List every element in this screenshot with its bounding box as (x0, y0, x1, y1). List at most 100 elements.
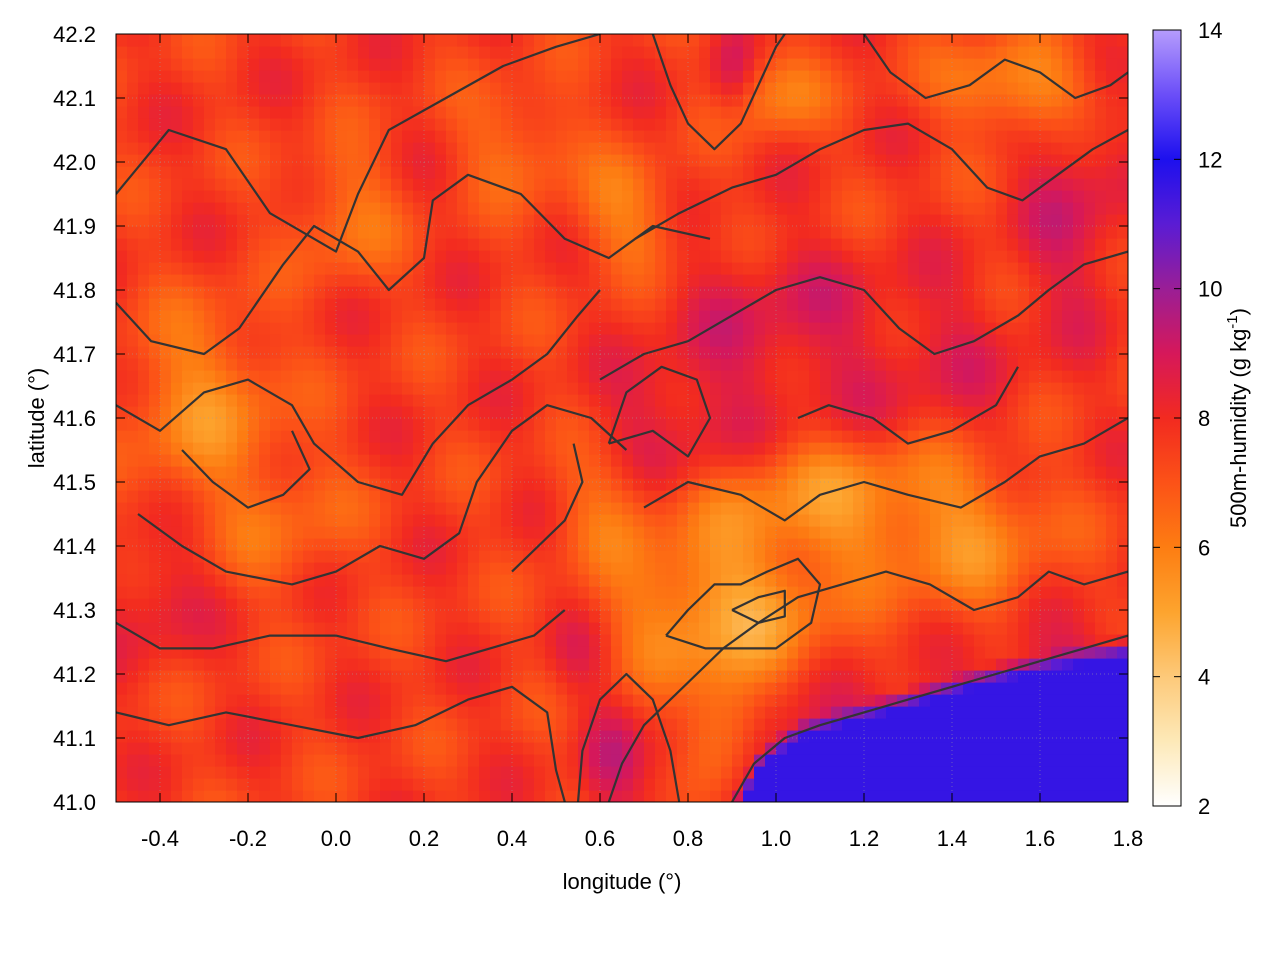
heatmap-cell (820, 370, 832, 383)
heatmap-cell (864, 514, 876, 527)
heatmap-cell (193, 562, 205, 575)
heatmap-cell (556, 382, 568, 395)
heatmap-cell (358, 706, 370, 719)
heatmap-cell (743, 358, 755, 371)
heatmap-cell (787, 538, 799, 551)
heatmap-cell (886, 178, 898, 191)
heatmap-cell (490, 718, 502, 731)
heatmap-cell (281, 514, 293, 527)
heatmap-cell (380, 226, 392, 239)
heatmap-cell (270, 586, 282, 599)
heatmap-cell (171, 574, 183, 587)
heatmap-cell (1007, 202, 1019, 215)
heatmap-cell (138, 190, 150, 203)
heatmap-cell (402, 142, 414, 155)
heatmap-cell (1007, 238, 1019, 251)
heatmap-cell (875, 382, 887, 395)
heatmap-cell (314, 706, 326, 719)
heatmap-cell (600, 778, 612, 791)
heatmap-cell (600, 730, 612, 743)
heatmap-cell (226, 334, 238, 347)
heatmap-cell (721, 382, 733, 395)
heatmap-cell (1117, 238, 1128, 251)
heatmap-cell (1029, 346, 1041, 359)
heatmap-cell (193, 226, 205, 239)
heatmap-cell (303, 598, 315, 611)
heatmap-cell (1062, 298, 1074, 311)
heatmap-cell (226, 646, 238, 659)
heatmap-cell (611, 394, 623, 407)
heatmap-cell (798, 394, 810, 407)
heatmap-cell (556, 310, 568, 323)
heatmap-cell (655, 166, 667, 179)
heatmap-cell (952, 742, 964, 755)
heatmap-cell (644, 502, 656, 515)
heatmap-cell (908, 646, 920, 659)
heatmap-cell (930, 262, 942, 275)
heatmap-cell (248, 790, 260, 802)
heatmap-cell (721, 610, 733, 623)
heatmap-cell (589, 778, 601, 791)
heatmap-cell (380, 370, 392, 383)
heatmap-cell (732, 562, 744, 575)
heatmap-cell (611, 790, 623, 802)
heatmap-cell (941, 574, 953, 587)
heatmap-cell (809, 334, 821, 347)
heatmap-cell (336, 790, 348, 802)
heatmap-cell (127, 490, 139, 503)
heatmap-cell (1084, 790, 1096, 802)
heatmap-cell (545, 754, 557, 767)
heatmap-cell (325, 298, 337, 311)
heatmap-cell (985, 310, 997, 323)
heatmap-cell (160, 238, 172, 251)
heatmap-cell (457, 454, 469, 467)
heatmap-cell (160, 694, 172, 707)
heatmap-cell (479, 538, 491, 551)
heatmap-cell (215, 502, 227, 515)
heatmap-cell (523, 250, 535, 263)
heatmap-cell (182, 730, 194, 743)
heatmap-cell (897, 202, 909, 215)
heatmap-cell (138, 238, 150, 251)
heatmap-cell (501, 358, 513, 371)
heatmap-cell (468, 706, 480, 719)
heatmap-cell (765, 154, 777, 167)
heatmap-cell (1106, 562, 1118, 575)
heatmap-cell (1106, 622, 1118, 635)
heatmap-cell (336, 742, 348, 755)
heatmap-cell (732, 298, 744, 311)
heatmap-cell (963, 598, 975, 611)
heatmap-cell (160, 142, 172, 155)
heatmap-cell (534, 214, 546, 227)
heatmap-cell (864, 274, 876, 287)
heatmap-cell (127, 334, 139, 347)
heatmap-cell (820, 634, 832, 647)
heatmap-cell (919, 226, 931, 239)
heatmap-cell (270, 718, 282, 731)
heatmap-cell (380, 658, 392, 671)
heatmap-cell (380, 574, 392, 587)
heatmap-cell (1018, 346, 1030, 359)
heatmap-cell (424, 598, 436, 611)
heatmap-cell (347, 418, 359, 431)
heatmap-cell (380, 334, 392, 347)
heatmap-cell (655, 682, 667, 695)
heatmap-cell (215, 730, 227, 743)
heatmap-cell (171, 406, 183, 419)
heatmap-cell (468, 322, 480, 335)
heatmap-cell (270, 562, 282, 575)
heatmap-cell (864, 682, 876, 695)
heatmap-cell (171, 598, 183, 611)
heatmap-cell (677, 382, 689, 395)
heatmap-cell (1095, 670, 1107, 683)
heatmap-cell (512, 298, 524, 311)
heatmap-cell (116, 622, 128, 635)
heatmap-cell (1018, 322, 1030, 335)
heatmap-cell (160, 730, 172, 743)
heatmap-cell (1051, 466, 1063, 479)
heatmap-cell (996, 262, 1008, 275)
heatmap-cell (281, 742, 293, 755)
heatmap-cell (325, 382, 337, 395)
heatmap-cell (611, 454, 623, 467)
heatmap-cell (600, 682, 612, 695)
